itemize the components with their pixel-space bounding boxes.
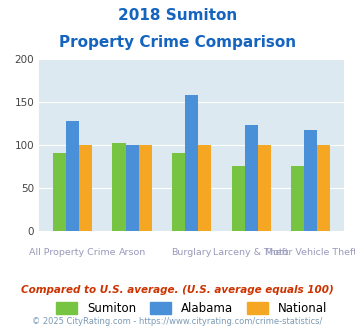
Bar (317, 145, 331, 231)
Bar (231, 166, 245, 231)
Text: Motor Vehicle Theft: Motor Vehicle Theft (265, 248, 355, 257)
Bar (198, 145, 211, 231)
Text: Arson: Arson (119, 248, 146, 257)
Text: Larceny & Theft: Larceny & Theft (213, 248, 289, 257)
Bar (304, 130, 317, 231)
Bar (79, 145, 92, 231)
Bar (53, 153, 66, 231)
Bar (126, 145, 139, 231)
Bar (245, 125, 258, 231)
Text: Property Crime Comparison: Property Crime Comparison (59, 35, 296, 50)
Bar (113, 144, 126, 231)
Bar (139, 145, 152, 231)
Text: Burglary: Burglary (171, 248, 212, 257)
Bar (66, 121, 79, 231)
Text: © 2025 CityRating.com - https://www.cityrating.com/crime-statistics/: © 2025 CityRating.com - https://www.city… (32, 317, 323, 326)
Bar (185, 95, 198, 231)
Text: 2018 Sumiton: 2018 Sumiton (118, 8, 237, 23)
Legend: Sumiton, Alabama, National: Sumiton, Alabama, National (53, 299, 331, 319)
Bar (258, 145, 271, 231)
Bar (291, 166, 304, 231)
Text: All Property Crime: All Property Crime (29, 248, 116, 257)
Bar (172, 153, 185, 231)
Text: Compared to U.S. average. (U.S. average equals 100): Compared to U.S. average. (U.S. average … (21, 285, 334, 295)
